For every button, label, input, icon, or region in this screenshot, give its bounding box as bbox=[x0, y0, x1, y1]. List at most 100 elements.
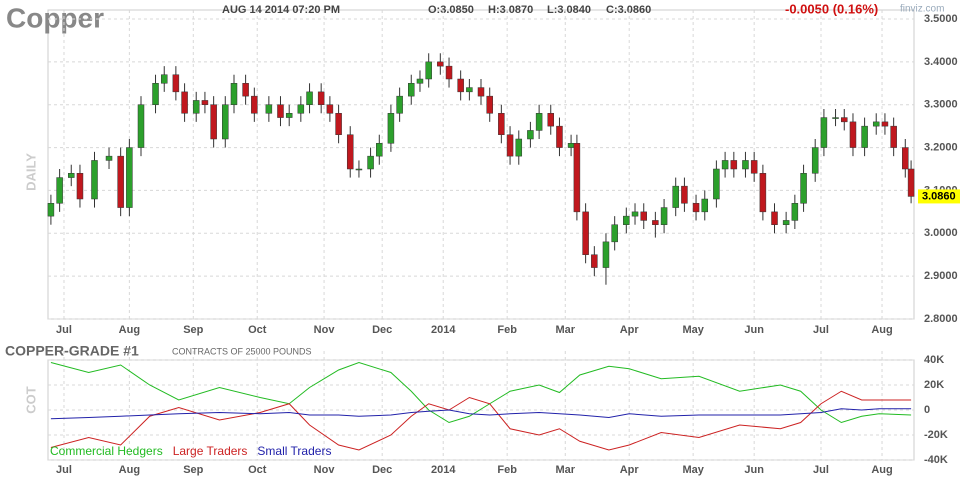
candle-body bbox=[811, 147, 819, 174]
y-tick-label: 3.2000 bbox=[924, 141, 958, 153]
candle-body bbox=[547, 113, 554, 127]
candle-body bbox=[681, 185, 688, 204]
candle-body bbox=[172, 74, 180, 93]
candle-body bbox=[466, 87, 473, 93]
candle-body bbox=[265, 104, 273, 114]
candle-body bbox=[222, 104, 229, 140]
candle-body bbox=[890, 125, 897, 148]
candle-body bbox=[457, 78, 464, 93]
candle-body bbox=[230, 83, 238, 105]
candle-body bbox=[861, 125, 868, 148]
open-label: O:3.0850 bbox=[428, 4, 474, 16]
x-tick-label: May bbox=[682, 464, 704, 476]
candle-body bbox=[408, 83, 415, 97]
cot-subtitle: CONTRACTS OF 25000 POUNDS bbox=[172, 346, 312, 356]
y-tick-label: 40K bbox=[924, 354, 944, 366]
candle-body bbox=[713, 168, 720, 200]
candle-body bbox=[306, 91, 313, 105]
y-tick-label: 3.5000 bbox=[924, 13, 958, 25]
candle-body bbox=[902, 147, 909, 170]
candle-body bbox=[782, 220, 790, 225]
candle-body bbox=[126, 147, 133, 208]
y-tick-label: 2.8000 bbox=[924, 313, 958, 325]
y-tick-label: 2.9000 bbox=[924, 270, 958, 282]
candle-body bbox=[152, 83, 159, 105]
x-tick-label: Dec bbox=[372, 464, 392, 476]
candle-body bbox=[67, 173, 75, 178]
candle-body bbox=[602, 241, 610, 268]
candle-body bbox=[660, 207, 668, 225]
candle-body bbox=[76, 173, 84, 200]
y-tick-label: 3.4000 bbox=[924, 56, 958, 68]
y-tick-label: -40K bbox=[924, 454, 948, 466]
x-tick-label: Jul bbox=[813, 464, 829, 476]
candle-body bbox=[326, 104, 334, 114]
candle-body bbox=[591, 254, 598, 268]
x-tick-label: Apr bbox=[620, 324, 640, 336]
candle-body bbox=[486, 95, 493, 114]
candle-body bbox=[582, 211, 589, 255]
x-tick-label: 2014 bbox=[431, 324, 456, 336]
legend-entry: Small Traders bbox=[257, 444, 331, 458]
series-line bbox=[50, 408, 912, 420]
last-price-label: 3.0860 bbox=[922, 190, 956, 202]
candle-body bbox=[56, 177, 63, 204]
candle-body bbox=[477, 87, 485, 97]
x-tick-label: Feb bbox=[497, 324, 517, 336]
y-tick-label: -20K bbox=[924, 429, 948, 441]
x-tick-label: Jul bbox=[56, 464, 72, 476]
logo[interactable]: finviz.com bbox=[900, 4, 944, 15]
x-tick-label: Nov bbox=[314, 324, 336, 336]
candle-body bbox=[730, 160, 738, 170]
candle-body bbox=[631, 211, 639, 217]
candle-body bbox=[117, 155, 124, 208]
x-tick-label: Mar bbox=[555, 324, 575, 336]
x-tick-label: Feb bbox=[497, 464, 517, 476]
x-tick-label: Jul bbox=[56, 324, 72, 336]
candle-body bbox=[623, 215, 630, 225]
candle-body bbox=[416, 78, 424, 84]
candle-body bbox=[692, 203, 700, 213]
candle-body bbox=[791, 203, 799, 221]
candle-body bbox=[181, 91, 188, 114]
series-line bbox=[50, 390, 912, 451]
candle-body bbox=[47, 203, 55, 217]
cot-axis-label: COT bbox=[23, 386, 38, 414]
x-tick-label: Jul bbox=[813, 324, 829, 336]
x-tick-label: Sep bbox=[183, 464, 203, 476]
legend-entry: Large Traders bbox=[173, 444, 248, 458]
cot-title: COPPER-GRADE #1 bbox=[5, 343, 139, 359]
candle-body bbox=[640, 211, 647, 221]
candle-body bbox=[750, 160, 758, 174]
candle-body bbox=[721, 160, 729, 170]
x-tick-label: Aug bbox=[871, 324, 892, 336]
candle-body bbox=[437, 61, 444, 67]
candle-body bbox=[907, 168, 915, 197]
candle-body bbox=[611, 224, 618, 243]
chart-title: Copper bbox=[6, 2, 104, 33]
candle-body bbox=[91, 160, 98, 200]
candle-body bbox=[445, 65, 453, 80]
x-tick-label: Jun bbox=[744, 464, 764, 476]
candle-body bbox=[105, 155, 113, 161]
high-label: H:3.0870 bbox=[488, 4, 533, 16]
candle-body bbox=[317, 91, 325, 105]
x-tick-label: Jun bbox=[744, 324, 764, 336]
candle-body bbox=[771, 211, 778, 225]
candle-body bbox=[285, 113, 293, 118]
x-tick-label: Apr bbox=[620, 464, 640, 476]
candle-body bbox=[251, 95, 258, 114]
candle-body bbox=[742, 160, 749, 170]
candle-body bbox=[425, 61, 432, 80]
candle-body bbox=[527, 130, 534, 140]
candle-body bbox=[652, 220, 659, 225]
candle-body bbox=[335, 113, 342, 135]
x-tick-label: Aug bbox=[119, 464, 140, 476]
legend-entry: Commercial Hedgers bbox=[50, 444, 163, 458]
candle-body bbox=[672, 185, 679, 208]
candle-body bbox=[841, 117, 848, 123]
candle-body bbox=[573, 143, 581, 213]
candle-body bbox=[297, 104, 305, 114]
y-tick-label: 3.3000 bbox=[924, 99, 958, 111]
